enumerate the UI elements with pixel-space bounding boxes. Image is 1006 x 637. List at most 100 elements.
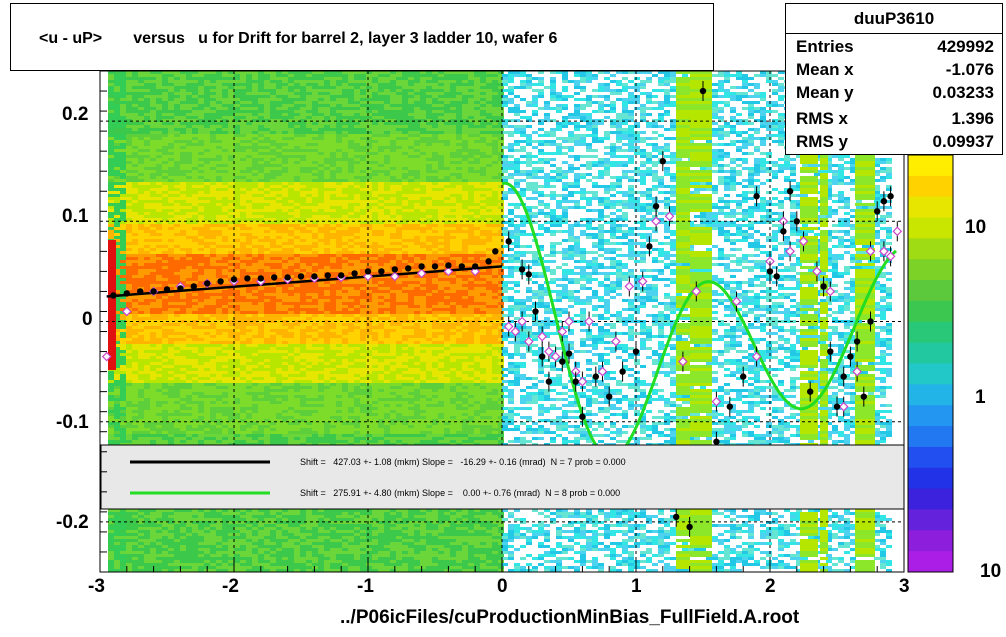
heatmap-cell (108, 179, 114, 182)
heatmap-cell (216, 536, 222, 539)
heatmap-cell (192, 149, 198, 152)
heatmap-cell (114, 224, 120, 227)
heatmap-cell (216, 146, 222, 149)
heatmap-cell (120, 365, 126, 368)
heatmap-cell (114, 167, 120, 170)
heatmap-cell (228, 185, 234, 188)
heatmap-cell (252, 134, 258, 137)
heatmap-cell (180, 386, 186, 389)
heatmap-cell (216, 377, 222, 380)
heatmap-cell (186, 266, 192, 269)
heatmap-cell (276, 317, 282, 320)
heatmap-cell (282, 530, 288, 533)
heatmap-cell (204, 263, 210, 266)
heatmap-cell (228, 350, 234, 353)
heatmap-cell (252, 431, 258, 434)
heatmap-cell (132, 260, 138, 263)
heatmap-cell (144, 512, 150, 515)
heatmap-cell (138, 311, 144, 314)
heatmap-cell (240, 200, 246, 203)
heatmap-cell (234, 539, 240, 542)
heatmap-cell (222, 335, 228, 338)
heatmap-cell (156, 218, 162, 221)
heatmap-cell (138, 194, 144, 197)
heatmap-cell (150, 347, 156, 350)
heatmap-cell (252, 356, 258, 359)
heatmap-cell (246, 77, 252, 80)
heatmap-cell (180, 404, 186, 407)
heatmap-cell (108, 158, 114, 161)
heatmap-cell (144, 227, 150, 230)
heatmap-cell (252, 560, 258, 563)
heatmap-cell (150, 425, 156, 428)
heatmap-cell (234, 431, 240, 434)
heatmap-cell (186, 149, 192, 152)
heatmap-cell (228, 389, 234, 392)
heatmap-cell (138, 365, 144, 368)
heatmap-cell (252, 398, 258, 401)
heatmap-cell (120, 317, 126, 320)
heatmap-cell (162, 98, 168, 101)
heatmap-cell (246, 521, 252, 524)
heatmap-cell (144, 77, 150, 80)
heatmap-cell (216, 191, 222, 194)
heatmap-cell (138, 560, 144, 563)
heatmap-cell (204, 329, 210, 332)
heatmap-cell (258, 152, 264, 155)
heatmap-cell (276, 182, 282, 185)
heatmap-cell (168, 386, 174, 389)
heatmap-cell (150, 212, 156, 215)
heatmap-cell (258, 425, 264, 428)
heatmap-cell (282, 164, 288, 167)
heatmap-cell (216, 431, 222, 434)
heatmap-cell (234, 410, 240, 413)
heatmap-cell (174, 149, 180, 152)
heatmap-cell (114, 173, 120, 176)
heatmap-cell (144, 122, 150, 125)
heatmap-cell (282, 191, 288, 194)
heatmap-cell (240, 194, 246, 197)
heatmap-cell (186, 431, 192, 434)
heatmap-cell (270, 377, 276, 380)
heatmap-cell (150, 422, 156, 425)
heatmap-cell (234, 404, 240, 407)
heatmap-cell (264, 521, 270, 524)
heatmap-cell (198, 98, 204, 101)
heatmap-cell (222, 203, 228, 206)
heatmap-cell (204, 98, 210, 101)
heatmap-cell (150, 254, 156, 257)
heatmap-cell (246, 248, 252, 251)
heatmap-cell (126, 353, 132, 356)
heatmap-cell (210, 554, 216, 557)
heatmap-cell (234, 134, 240, 137)
heatmap-cell (276, 398, 282, 401)
heatmap-cell (162, 266, 168, 269)
heatmap-cell (126, 434, 132, 437)
heatmap-cell (258, 539, 264, 542)
heatmap-cell (162, 86, 168, 89)
heatmap-cell (126, 281, 132, 284)
heatmap-cell (126, 392, 132, 395)
heatmap-cell (228, 191, 234, 194)
heatmap-cell (264, 149, 270, 152)
heatmap-cell (126, 167, 132, 170)
heatmap-cell (246, 122, 252, 125)
heatmap-cell (270, 176, 276, 179)
heatmap-cell (150, 413, 156, 416)
heatmap-cell (180, 125, 186, 128)
heatmap-cell (138, 527, 144, 530)
heatmap-cell (126, 110, 132, 113)
heatmap-cell (276, 344, 282, 347)
heatmap-cell (252, 302, 258, 305)
heatmap-cell (240, 98, 246, 101)
heatmap-cell (276, 311, 282, 314)
heatmap-cell (258, 266, 264, 269)
heatmap-cell (282, 170, 288, 173)
heatmap-cell (222, 134, 228, 137)
heatmap-cell (168, 95, 174, 98)
heatmap-cell (276, 89, 282, 92)
heatmap-cell (108, 398, 114, 401)
heatmap-cell (174, 320, 180, 323)
heatmap-cell (276, 335, 282, 338)
heatmap-cell (216, 200, 222, 203)
